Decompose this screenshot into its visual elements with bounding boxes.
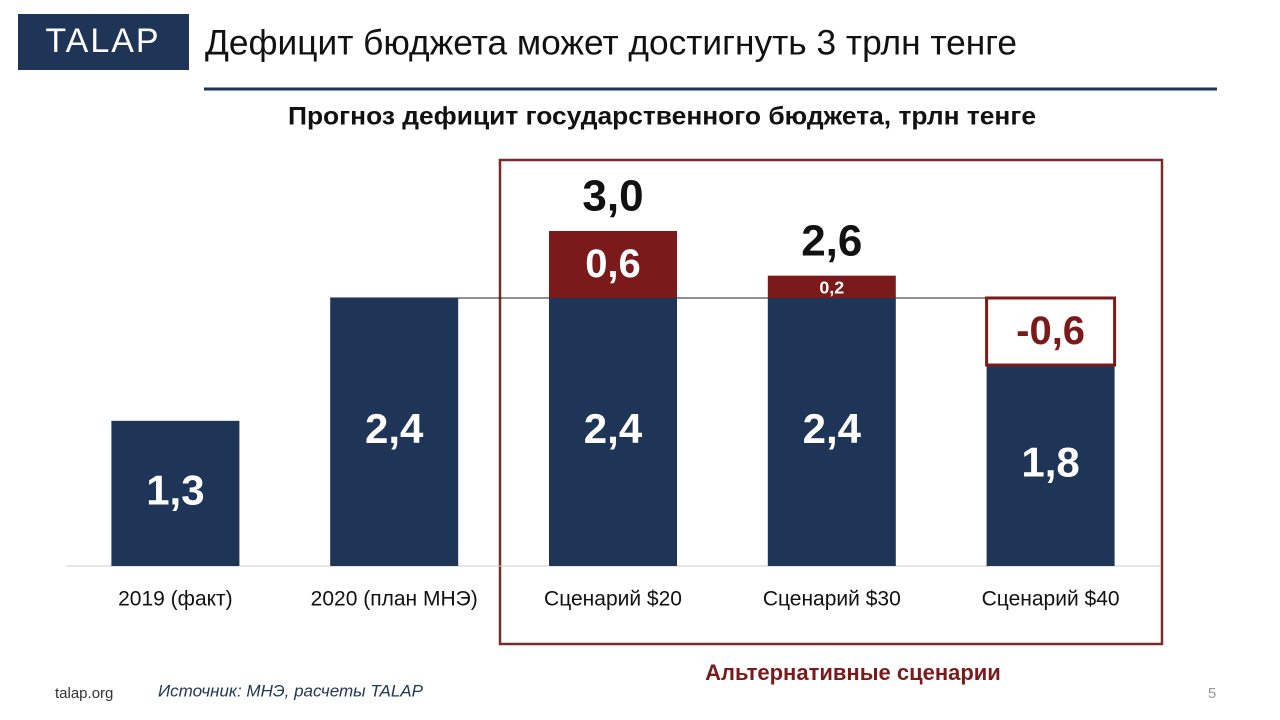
page-number: 5 — [1208, 685, 1216, 702]
bar — [767, 298, 896, 566]
logo: TALAP — [45, 22, 160, 60]
x-tick-label: Сценарий $20 — [544, 588, 682, 611]
footer-site: talap.org — [55, 685, 113, 702]
x-tick-label: 2019 (факт) — [118, 588, 233, 611]
bar — [330, 298, 459, 566]
footer-source: Источник: МНЭ, расчеты TALAP — [158, 681, 424, 700]
bar-segment — [549, 231, 677, 298]
bar — [111, 420, 240, 566]
bar — [549, 298, 677, 566]
bar-segment — [985, 296, 1117, 367]
value-label: 1,3 — [146, 467, 204, 514]
x-tick-label: 2020 (план МНЭ) — [311, 588, 478, 611]
value-label: 0,6 — [585, 242, 641, 286]
bar-segment — [767, 275, 896, 298]
scenario-box — [498, 158, 1164, 646]
total-label: 2,6 — [801, 216, 862, 265]
value-label: 0,2 — [819, 278, 844, 298]
value-label: 2,4 — [803, 405, 862, 452]
bar — [986, 365, 1115, 566]
value-label: 2,4 — [584, 405, 643, 452]
group-label: Альтернативные сценарии — [705, 660, 1001, 685]
x-tick-label: Сценарий $30 — [763, 588, 901, 611]
value-label: 1,8 — [1021, 439, 1079, 486]
heading: Дефицит бюджета может достигнуть 3 трлн … — [205, 23, 1017, 62]
x-tick-label: Сценарий $40 — [982, 588, 1120, 611]
logo-box — [18, 14, 189, 70]
total-label: 3,0 — [582, 172, 643, 221]
chart-title: Прогноз дефицит государственного бюджета… — [288, 103, 1036, 131]
value-label: 2,4 — [365, 405, 424, 452]
value-label: -0,6 — [1016, 309, 1085, 353]
